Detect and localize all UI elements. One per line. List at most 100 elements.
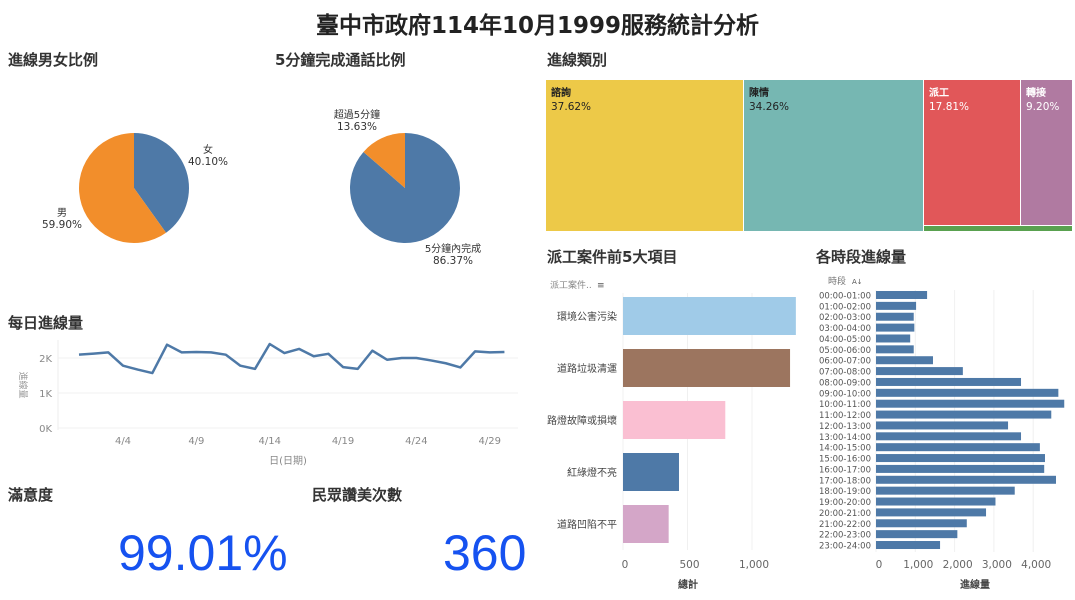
hourly-bar	[876, 356, 933, 365]
dispatch-bar	[623, 297, 796, 335]
time-slot-label: 04:00-05:00	[819, 335, 871, 345]
pie-slice-value: 59.90%	[42, 219, 82, 231]
dispatch-bar	[623, 401, 726, 439]
treemap-cell	[1021, 80, 1072, 225]
hourly-bar	[876, 334, 911, 343]
dashboard-title: 臺中市政府114年10月1999服務統計分析	[315, 13, 760, 39]
category-label: 環境公害污染	[557, 310, 617, 323]
category-label: 道路凹陷不平	[557, 518, 617, 531]
time-slot-label: 17:00-18:00	[819, 476, 871, 486]
x-tick-label: 4,000	[1021, 559, 1051, 571]
time-slot-label: 11:00-12:00	[819, 411, 871, 421]
satisfaction-title: 滿意度	[8, 486, 54, 504]
hourly-bar	[876, 443, 1040, 452]
gender-title: 進線男女比例	[8, 51, 99, 69]
hourly-bar	[876, 486, 1015, 495]
time-slot-label: 00:00-01:00	[819, 292, 871, 302]
x-axis-label: 總計	[678, 578, 698, 591]
x-tick-label: 1,000	[739, 559, 769, 571]
dispatch-bar	[623, 349, 791, 387]
treemap-label: 轉接	[1026, 86, 1046, 99]
time-slot-label: 02:00-03:00	[819, 313, 871, 323]
hourly-bar	[876, 367, 963, 376]
y-tick-label: 1K	[39, 389, 52, 400]
x-axis-label: 日(日期)	[269, 455, 307, 467]
pie-slice	[134, 133, 189, 233]
treemap-value: 9.20%	[1026, 101, 1059, 113]
time-slot-label: 06:00-07:00	[819, 357, 871, 367]
x-tick-label: 4/24	[405, 436, 427, 447]
category-title: 進線類別	[547, 51, 608, 69]
treemap-value: 17.81%	[929, 101, 969, 113]
treemap-cell	[546, 80, 743, 231]
treemap-value: 34.26%	[749, 101, 789, 113]
time-slot-label: 21:00-22:00	[819, 520, 871, 530]
hourly-bar	[876, 291, 928, 299]
x-axis-label: 進線量	[960, 578, 990, 591]
hourly-bar	[876, 301, 917, 310]
time-slot-label: 19:00-20:00	[819, 498, 871, 508]
category-label: 道路垃圾清運	[557, 362, 617, 375]
pie-slice-label: 女	[203, 143, 213, 156]
hourly-bar	[876, 388, 1059, 397]
x-tick-label: 0	[876, 559, 883, 571]
time-slot-label: 23:00-24:00	[819, 542, 871, 552]
treemap-label: 諮詢	[551, 86, 571, 99]
x-tick-label: 2,000	[943, 559, 973, 571]
time-slot-label: 05:00-06:00	[819, 346, 871, 356]
hourly-bar	[876, 399, 1065, 408]
x-tick-label: 0	[622, 559, 629, 571]
x-tick-label: 4/4	[115, 436, 131, 447]
treemap-cell	[924, 226, 1072, 231]
x-tick-label: 3,000	[982, 559, 1012, 571]
time-slot-label: 15:00-16:00	[819, 455, 871, 465]
time-slot-label: 16:00-17:00	[819, 465, 871, 475]
x-tick-label: 1,000	[903, 559, 933, 571]
daily-line	[78, 342, 505, 375]
time-slot-label: 22:00-23:00	[819, 531, 871, 541]
hourly-bar	[876, 410, 1052, 419]
treemap-cell	[924, 80, 1020, 225]
hourly-bar	[876, 421, 1009, 430]
hourly-header: 時段	[828, 275, 846, 287]
x-tick-label: 500	[679, 559, 699, 571]
pie-slice-label: 超過5分鐘	[334, 108, 380, 121]
hourly-bar	[876, 454, 1045, 463]
time-slot-label: 07:00-08:00	[819, 368, 871, 378]
y-tick-label: 2K	[39, 354, 52, 365]
time-slot-label: 13:00-14:00	[819, 433, 871, 443]
category-label: 路燈故障或損壞	[547, 414, 617, 427]
time-slot-label: 10:00-11:00	[819, 400, 871, 410]
hourly-bar	[876, 508, 987, 517]
time-slot-label: 18:00-19:00	[819, 487, 871, 497]
hourly-bar	[876, 312, 914, 321]
dispatch-bar	[623, 453, 679, 491]
pie-slice	[363, 133, 405, 188]
hourly-bar	[876, 530, 958, 539]
sort-az-icon: A↓	[852, 278, 863, 286]
y-axis-label: 進線量	[17, 371, 29, 398]
praise-title: 民眾讚美次數	[312, 486, 403, 504]
satisfaction-value: 99.01%	[118, 525, 288, 581]
treemap-label: 陳情	[749, 86, 769, 99]
x-tick-label: 4/29	[479, 436, 501, 447]
five-min-title: 5分鐘完成通話比例	[275, 51, 406, 69]
hourly-title: 各時段進線量	[816, 248, 907, 266]
x-tick-label: 4/19	[332, 436, 354, 447]
time-slot-label: 09:00-10:00	[819, 389, 871, 399]
time-slot-label: 12:00-13:00	[819, 422, 871, 432]
x-tick-label: 4/9	[188, 436, 204, 447]
pie-slice	[79, 133, 167, 243]
time-slot-label: 01:00-02:00	[819, 302, 871, 312]
pie-slice-value: 13.63%	[337, 121, 377, 133]
pie-slice-label: 5分鐘內完成	[425, 242, 481, 255]
treemap-label: 派工	[929, 87, 949, 99]
pie-slice-label: 男	[57, 207, 67, 219]
pie-slice-value: 40.10%	[188, 156, 228, 168]
hourly-bar	[876, 464, 1045, 473]
sort-icon: ≡	[597, 281, 605, 291]
time-slot-label: 20:00-21:00	[819, 509, 871, 519]
time-slot-label: 14:00-15:00	[819, 444, 871, 454]
